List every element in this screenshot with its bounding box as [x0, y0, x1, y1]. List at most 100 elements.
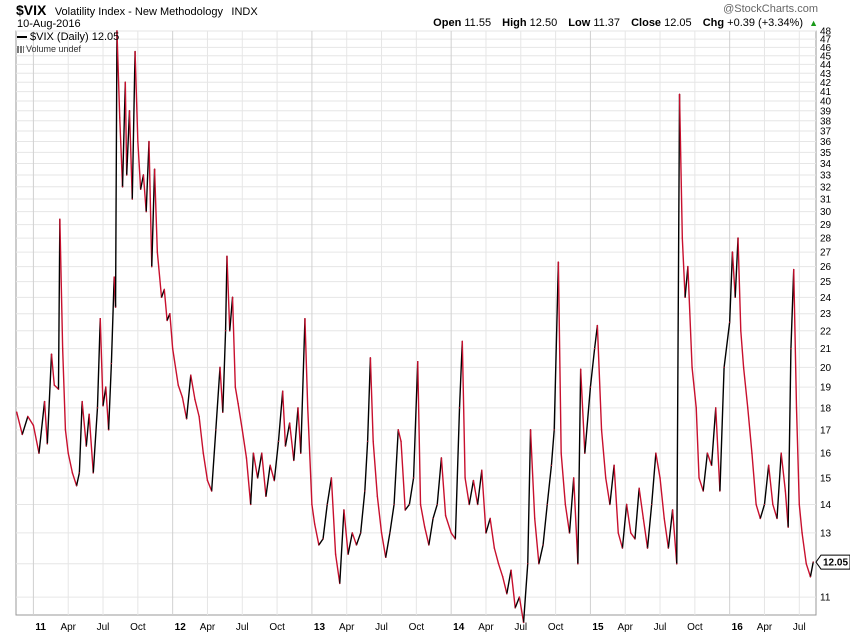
series-segment	[300, 318, 306, 454]
close-label: Close	[631, 17, 662, 29]
data-point	[330, 477, 332, 479]
series-segment	[234, 386, 239, 405]
series-segment	[472, 479, 479, 506]
x-tick-label: Oct	[687, 622, 703, 633]
series-segment	[249, 452, 255, 506]
data-point	[78, 472, 80, 474]
series-segment	[16, 411, 23, 436]
data-point	[534, 517, 536, 520]
x-tick-label: Oct	[269, 622, 285, 633]
data-point	[293, 459, 295, 462]
data-point	[605, 477, 607, 479]
data-point	[634, 538, 636, 540]
data-point	[351, 532, 353, 534]
series-segment	[428, 517, 434, 546]
chg-value: +0.39 (+3.34%)	[727, 17, 804, 29]
series-segment	[347, 532, 353, 555]
data-point	[105, 386, 107, 388]
series-segment	[706, 452, 713, 467]
series-segment	[780, 452, 787, 492]
series-segment	[222, 330, 227, 413]
series-segment	[307, 407, 313, 506]
y-tick-label: 11	[820, 593, 831, 604]
data-point	[364, 490, 366, 492]
y-tick-label: 23	[820, 309, 832, 320]
data-point	[110, 362, 112, 365]
data-point	[166, 319, 168, 322]
series-segment	[277, 390, 284, 443]
data-point	[215, 429, 217, 431]
y-tick-label: 14	[820, 500, 832, 511]
data-point	[706, 452, 708, 454]
data-point	[493, 547, 495, 549]
data-point	[114, 306, 117, 308]
series-segment	[67, 452, 74, 474]
y-tick-label: 20	[820, 363, 832, 374]
series-segment	[809, 561, 814, 578]
data-point	[481, 469, 483, 471]
data-point	[134, 50, 136, 53]
series-segment	[763, 464, 770, 506]
y-tick-label: 36	[820, 137, 832, 148]
high-value: 12.50	[529, 17, 558, 29]
series-segment	[226, 255, 231, 332]
exchange: INDX	[231, 6, 258, 18]
data-point	[440, 457, 443, 459]
series-segment	[169, 313, 174, 350]
data-point	[723, 366, 725, 368]
data-point	[202, 452, 204, 454]
data-point	[289, 422, 291, 424]
series-segment	[534, 517, 540, 565]
series-segment	[261, 452, 267, 498]
series-segment	[99, 318, 104, 407]
y-tick-label: 13	[820, 528, 832, 539]
y-tick-label: 37	[820, 127, 832, 138]
series-segment	[751, 452, 757, 506]
y-tick-label: 48	[820, 27, 832, 38]
series-segment	[740, 330, 745, 369]
data-point	[557, 261, 559, 263]
data-point	[108, 429, 110, 431]
data-point	[148, 140, 150, 143]
data-point	[527, 563, 529, 565]
data-point	[801, 532, 803, 534]
series-segment	[85, 413, 90, 447]
y-tick-label: 24	[820, 293, 832, 304]
series-segment	[527, 429, 532, 565]
data-point	[71, 472, 73, 474]
series-segment	[153, 168, 159, 253]
data-point	[759, 517, 761, 520]
data-point	[140, 188, 142, 190]
data-point	[153, 168, 156, 170]
data-point	[798, 503, 800, 506]
data-point	[560, 452, 562, 454]
data-point	[284, 445, 287, 447]
x-tick-label: Oct	[130, 622, 146, 633]
series-segment	[181, 396, 188, 420]
legend-volume-label: Volume undef	[26, 44, 82, 54]
series-segment	[330, 477, 337, 555]
series-segment	[194, 398, 200, 418]
x-tick-label: Oct	[409, 622, 425, 633]
data-point	[776, 517, 778, 520]
data-point	[145, 211, 147, 213]
series-segment	[542, 503, 548, 546]
series-segment	[787, 347, 792, 528]
series-segment	[568, 477, 575, 534]
data-point	[506, 593, 508, 595]
data-point	[119, 117, 121, 119]
data-point	[397, 429, 399, 431]
series-segment	[468, 479, 475, 506]
chart-date: 10-Aug-2016	[17, 18, 81, 30]
data-point	[380, 532, 383, 534]
data-point	[684, 296, 686, 298]
series-segment	[755, 503, 761, 520]
data-point	[805, 563, 807, 565]
series-segment	[64, 429, 69, 454]
series-segment	[557, 261, 562, 454]
data-point	[96, 407, 99, 409]
data-point	[755, 503, 757, 506]
series-segment	[75, 472, 81, 487]
series-segment	[564, 503, 571, 534]
series-segment	[121, 81, 127, 188]
